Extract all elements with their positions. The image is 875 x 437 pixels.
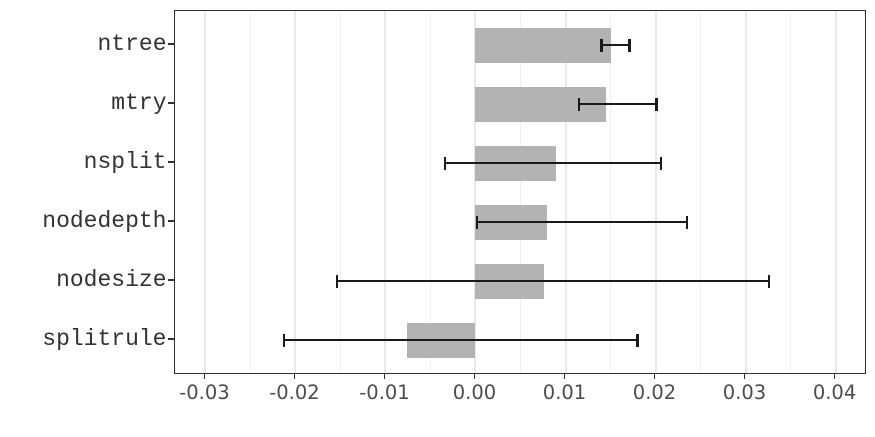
errorbar-splitrule <box>283 338 638 342</box>
errorbar-cap-ntree <box>628 38 631 52</box>
errorbar-cap-nodedepth <box>476 215 479 229</box>
y-tick-mark <box>168 102 174 104</box>
errorbar-cap-nsplit <box>443 156 446 170</box>
errorbar-cap-splitrule <box>282 333 285 347</box>
major-gridline <box>654 10 657 373</box>
y-tick-mark <box>168 279 174 281</box>
y-tick-mark <box>168 338 174 340</box>
errorbar-cap-nsplit <box>659 156 662 170</box>
x-axis-tick-label: 0.03 <box>722 381 767 404</box>
errorbar-mtry <box>579 102 657 106</box>
x-tick-mark <box>833 373 836 379</box>
errorbar-cap-ntree <box>600 38 603 52</box>
x-axis-tick-label: 0.02 <box>632 381 677 404</box>
errorbar-cap-mtry <box>655 97 658 111</box>
minor-gridline <box>249 10 252 373</box>
y-axis-label-nsplit: nsplit <box>83 149 167 175</box>
minor-gridline <box>789 10 792 373</box>
errorbar-cap-splitrule <box>636 333 639 347</box>
minor-gridline <box>429 10 432 373</box>
errorbar-ntree <box>601 43 630 47</box>
major-gridline <box>564 10 567 373</box>
errorbar-cap-nodedepth <box>685 215 689 229</box>
major-gridline <box>204 10 207 373</box>
y-axis-label-nodesize: nodesize <box>56 267 167 293</box>
errorbar-nsplit <box>444 161 661 165</box>
x-axis-tick-label: -0.03 <box>179 381 230 404</box>
minor-gridline <box>339 10 342 373</box>
major-gridline <box>834 10 837 373</box>
y-tick-mark <box>168 161 174 163</box>
major-gridline <box>384 10 387 373</box>
x-tick-mark <box>563 373 566 379</box>
errorbar-cap-nodesize <box>335 274 338 288</box>
x-tick-mark <box>653 373 656 379</box>
x-axis-tick-label: -0.01 <box>359 381 410 404</box>
plot-panel <box>173 9 866 374</box>
y-tick-mark <box>168 43 174 45</box>
bar-ntree <box>475 27 612 63</box>
minor-gridline <box>609 10 612 373</box>
x-tick-mark <box>203 373 206 379</box>
y-tick-mark <box>168 220 174 222</box>
errorbar-nodesize <box>336 279 769 283</box>
errorbar-nodedepth <box>477 220 687 224</box>
errorbar-cap-nodesize <box>767 274 771 288</box>
minor-gridline <box>519 10 522 373</box>
y-axis-label-splitrule: splitrule <box>42 326 167 352</box>
y-axis-label-ntree: ntree <box>97 31 167 57</box>
major-gridline <box>744 10 747 373</box>
x-tick-mark <box>383 373 386 379</box>
x-tick-mark <box>743 373 746 379</box>
x-tick-mark <box>293 373 296 379</box>
x-axis-tick-label: 0.01 <box>542 381 587 404</box>
major-gridline <box>294 10 297 373</box>
y-axis-label-nodedepth: nodedepth <box>42 208 167 234</box>
x-axis-tick-label: 0.04 <box>812 381 857 404</box>
y-axis-label-mtry: mtry <box>111 90 167 116</box>
x-tick-mark <box>473 373 476 379</box>
major-gridline <box>474 10 477 373</box>
x-axis-tick-label: -0.02 <box>269 381 320 404</box>
minor-gridline <box>699 10 702 373</box>
x-axis-tick-label: 0.00 <box>452 381 497 404</box>
errorbar-cap-mtry <box>577 97 581 111</box>
